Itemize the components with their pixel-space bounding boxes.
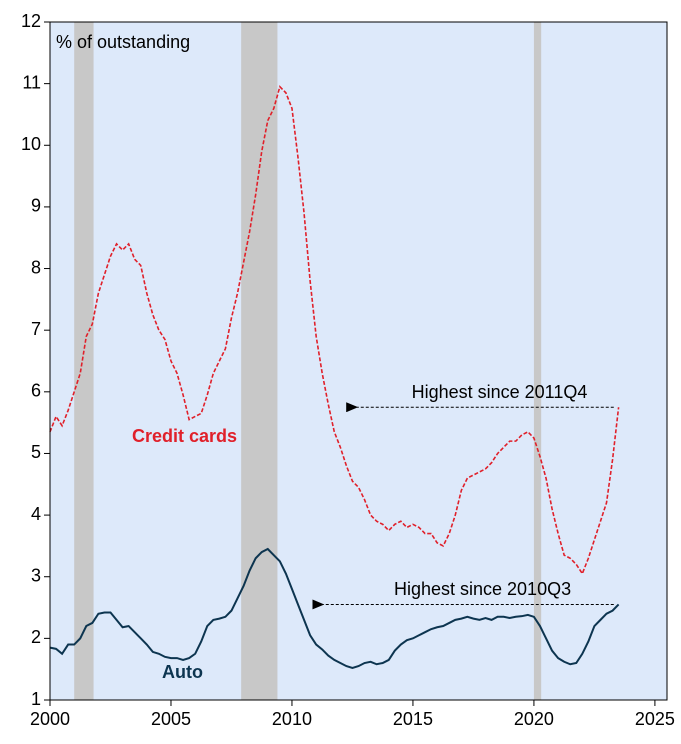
y-tick-label: 11: [22, 72, 41, 92]
y-tick-label: 5: [31, 442, 41, 462]
x-tick-label: 2015: [393, 709, 433, 729]
y-tick-label: 3: [31, 565, 41, 585]
series-line: [49, 547, 620, 669]
y-tick-label: 1: [31, 689, 41, 709]
x-tick-label: 2005: [151, 709, 191, 729]
y-axis-label: % of outstanding: [56, 32, 190, 52]
x-tick-label: 2010: [272, 709, 312, 729]
recession-band: [533, 22, 542, 700]
y-tick-label: 2: [31, 627, 41, 647]
y-tick-label: 10: [21, 134, 41, 154]
y-tick-label: 12: [21, 11, 41, 31]
series-line: [49, 85, 620, 576]
series-label: Credit cards: [132, 426, 237, 446]
plot-area: [50, 22, 667, 700]
y-tick-label: 4: [31, 504, 41, 524]
x-tick-label: 2020: [514, 709, 554, 729]
y-tick-label: 9: [31, 196, 41, 216]
x-tick-label: 2025: [635, 709, 675, 729]
recession-band: [241, 22, 278, 700]
series-label: Auto: [162, 662, 203, 682]
y-tick-label: 8: [31, 257, 41, 277]
plot-frame: [49, 21, 668, 701]
x-tick-label: 2000: [30, 709, 70, 729]
annotation-text: Highest since 2011Q4: [412, 382, 588, 402]
annotation-text: Highest since 2010Q3: [394, 579, 571, 599]
recession-band: [74, 22, 94, 700]
y-tick-label: 7: [31, 319, 41, 339]
y-tick-label: 6: [31, 381, 41, 401]
